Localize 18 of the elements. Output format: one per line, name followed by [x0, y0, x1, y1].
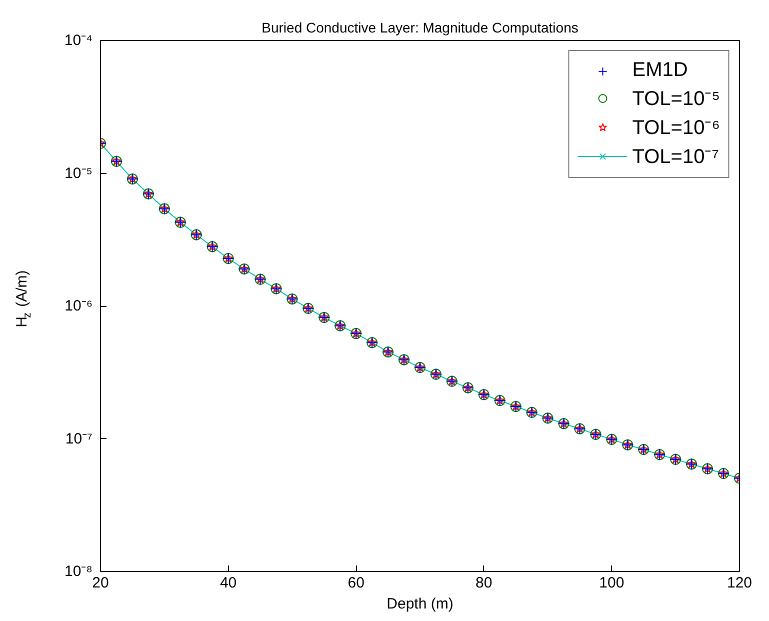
- x-tick-label: 80: [476, 574, 492, 592]
- y-tick-label: 10⁻⁵: [64, 164, 93, 182]
- chart-title: Buried Conductive Layer: Magnitude Computations: [262, 20, 578, 36]
- x-tick-label: 100: [599, 574, 624, 592]
- legend-label: TOL=10⁻⁷: [632, 145, 719, 169]
- legend-label: TOL=10⁻⁶: [632, 116, 720, 140]
- y-tick-label: 10⁻⁶: [64, 298, 92, 314]
- x-tick-label: 60: [348, 574, 364, 592]
- y-axis-title: Hz (A/m): [14, 270, 34, 328]
- x-axis-title: Depth (m): [386, 596, 454, 612]
- legend-label: EM1D: [632, 59, 688, 82]
- y-tick-label: 10⁻⁸: [64, 563, 93, 580]
- x-tick-label: 120: [726, 574, 752, 592]
- x-tick-label: 40: [220, 574, 237, 592]
- y-tick-label: 10⁻⁷: [65, 430, 93, 448]
- y-tick-label: 10⁻⁴: [64, 32, 93, 49]
- x-tick-label: 20: [92, 574, 109, 592]
- legend-label: TOL=10⁻⁵: [632, 87, 720, 111]
